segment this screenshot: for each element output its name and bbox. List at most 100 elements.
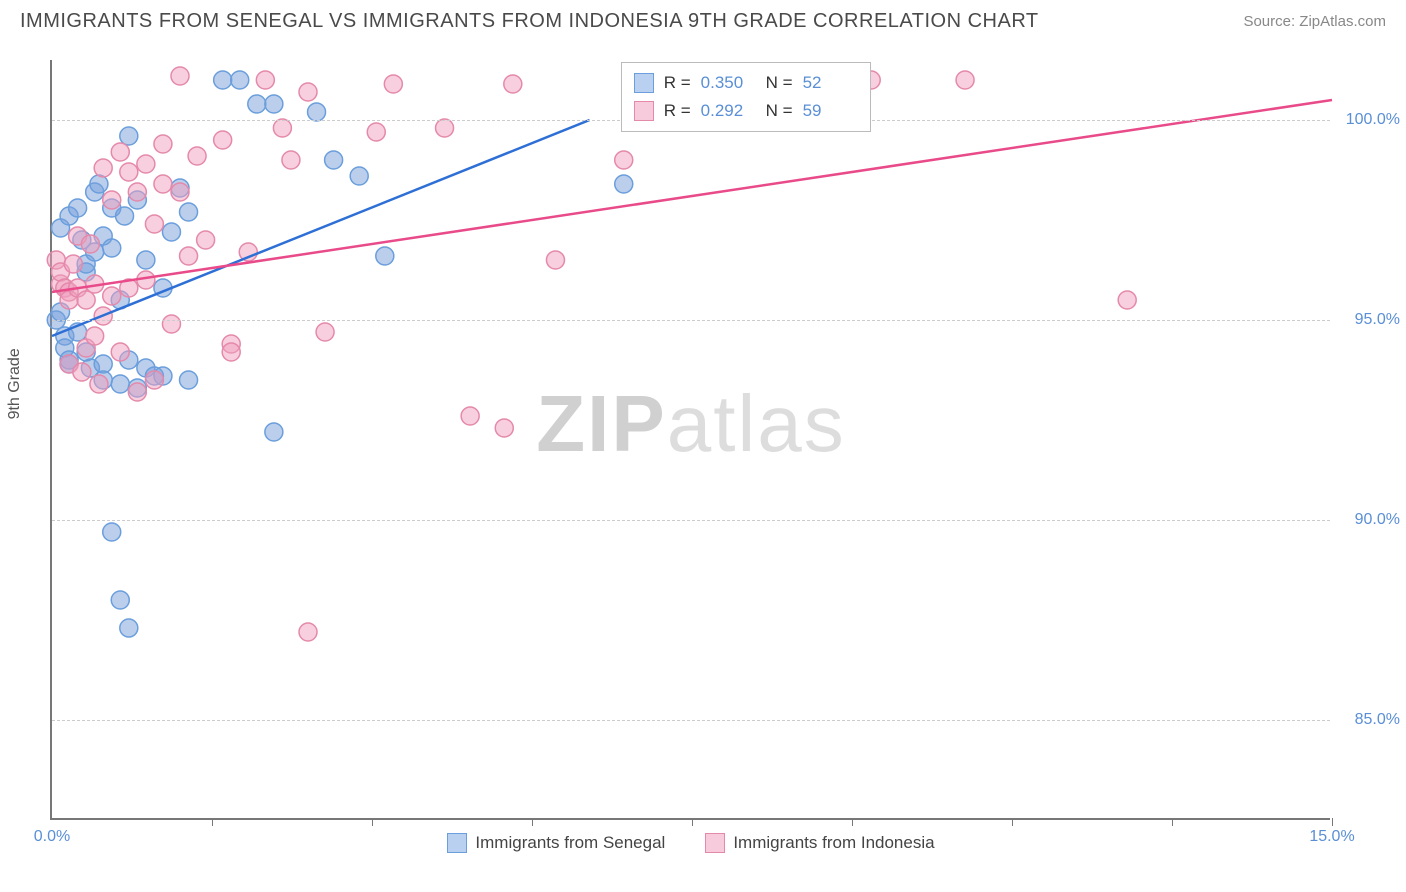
data-point bbox=[64, 255, 82, 273]
data-point bbox=[94, 159, 112, 177]
chart-plot-area: ZIPatlas 85.0%90.0%95.0%100.0%0.0%15.0%R… bbox=[50, 60, 1330, 820]
data-point bbox=[111, 143, 129, 161]
stat-r-value: 0.292 bbox=[701, 101, 756, 121]
chart-title: IMMIGRANTS FROM SENEGAL VS IMMIGRANTS FR… bbox=[20, 10, 1039, 33]
data-point bbox=[116, 207, 134, 225]
data-point bbox=[171, 183, 189, 201]
data-point bbox=[111, 343, 129, 361]
data-point bbox=[214, 71, 232, 89]
data-point bbox=[282, 151, 300, 169]
data-point bbox=[120, 127, 138, 145]
data-point bbox=[265, 95, 283, 113]
data-point bbox=[145, 215, 163, 233]
data-point bbox=[73, 363, 91, 381]
data-point bbox=[111, 375, 129, 393]
x-tick-mark bbox=[212, 818, 213, 826]
data-point bbox=[103, 287, 121, 305]
data-point bbox=[222, 343, 240, 361]
stat-r-value: 0.350 bbox=[701, 73, 756, 93]
data-point bbox=[325, 151, 343, 169]
data-point bbox=[69, 199, 87, 217]
legend-item: Immigrants from Senegal bbox=[447, 833, 665, 853]
data-point bbox=[90, 175, 108, 193]
data-point bbox=[145, 371, 163, 389]
x-tick-mark bbox=[1172, 818, 1173, 826]
data-point bbox=[299, 83, 317, 101]
data-point bbox=[137, 155, 155, 173]
legend-swatch bbox=[447, 833, 467, 853]
data-point bbox=[81, 235, 99, 253]
data-point bbox=[188, 147, 206, 165]
data-point bbox=[180, 247, 198, 265]
data-point bbox=[162, 223, 180, 241]
data-point bbox=[128, 383, 146, 401]
data-point bbox=[214, 131, 232, 149]
data-point bbox=[103, 523, 121, 541]
stats-row: R = 0.292 N = 59 bbox=[634, 97, 858, 125]
source-attribution: Source: ZipAtlas.com bbox=[1243, 13, 1386, 30]
data-point bbox=[128, 183, 146, 201]
legend-swatch bbox=[705, 833, 725, 853]
legend-item: Immigrants from Indonesia bbox=[705, 833, 934, 853]
data-point bbox=[265, 423, 283, 441]
x-tick-mark bbox=[1012, 818, 1013, 826]
data-point bbox=[197, 231, 215, 249]
legend-swatch bbox=[634, 73, 654, 93]
data-point bbox=[180, 203, 198, 221]
y-axis-label: 9th Grade bbox=[6, 348, 24, 419]
data-point bbox=[308, 103, 326, 121]
gridline bbox=[52, 520, 1330, 521]
y-tick-label: 100.0% bbox=[1346, 111, 1400, 129]
data-point bbox=[615, 175, 633, 193]
plot-svg bbox=[52, 60, 1330, 818]
bottom-legend: Immigrants from Senegal Immigrants from I… bbox=[52, 833, 1330, 853]
y-tick-label: 95.0% bbox=[1355, 311, 1400, 329]
x-tick-mark bbox=[372, 818, 373, 826]
data-point bbox=[86, 327, 104, 345]
data-point bbox=[504, 75, 522, 93]
data-point bbox=[103, 191, 121, 209]
x-tick-mark bbox=[852, 818, 853, 826]
data-point bbox=[162, 315, 180, 333]
gridline bbox=[52, 720, 1330, 721]
data-point bbox=[180, 371, 198, 389]
x-tick-mark bbox=[532, 818, 533, 826]
legend-label: Immigrants from Senegal bbox=[475, 833, 665, 853]
stat-n-label: N = bbox=[766, 73, 793, 93]
data-point bbox=[299, 623, 317, 641]
data-point bbox=[461, 407, 479, 425]
x-tick-mark bbox=[692, 818, 693, 826]
data-point bbox=[120, 163, 138, 181]
data-point bbox=[384, 75, 402, 93]
y-tick-label: 85.0% bbox=[1355, 711, 1400, 729]
data-point bbox=[273, 119, 291, 137]
data-point bbox=[256, 71, 274, 89]
data-point bbox=[316, 323, 334, 341]
gridline bbox=[52, 320, 1330, 321]
data-point bbox=[154, 135, 172, 153]
data-point bbox=[956, 71, 974, 89]
trend-line bbox=[52, 120, 590, 336]
data-point bbox=[231, 71, 249, 89]
data-point bbox=[495, 419, 513, 437]
stat-r-label: R = bbox=[664, 73, 691, 93]
stat-n-label: N = bbox=[766, 101, 793, 121]
stat-n-value: 59 bbox=[803, 101, 858, 121]
y-tick-label: 90.0% bbox=[1355, 511, 1400, 529]
data-point bbox=[90, 375, 108, 393]
data-point bbox=[1118, 291, 1136, 309]
stat-n-value: 52 bbox=[803, 73, 858, 93]
data-point bbox=[376, 247, 394, 265]
data-point bbox=[137, 251, 155, 269]
data-point bbox=[615, 151, 633, 169]
data-point bbox=[171, 67, 189, 85]
data-point bbox=[436, 119, 454, 137]
data-point bbox=[154, 175, 172, 193]
legend-label: Immigrants from Indonesia bbox=[733, 833, 934, 853]
data-point bbox=[103, 239, 121, 257]
stat-r-label: R = bbox=[664, 101, 691, 121]
data-point bbox=[350, 167, 368, 185]
stats-row: R = 0.350 N = 52 bbox=[634, 69, 858, 97]
data-point bbox=[248, 95, 266, 113]
legend-swatch bbox=[634, 101, 654, 121]
